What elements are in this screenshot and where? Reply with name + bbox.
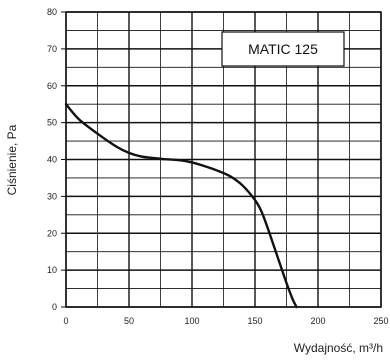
y-tick-label: 80: [47, 7, 57, 17]
series-line-matic-125: [64, 102, 298, 309]
y-tick-label: 0: [52, 302, 57, 312]
tick-labels: 0 50 100 150 200 250 0 10 20 30 40 50 60 70 80: [47, 7, 389, 326]
y-tick-label: 50: [47, 118, 57, 128]
x-axis-title: Wydajność, m³/h: [294, 341, 383, 355]
legend-box: [221, 31, 345, 67]
y-tick-label: 20: [47, 228, 57, 238]
y-tick-label: 40: [47, 155, 57, 165]
legend-label-matic-125: MATIC 125: [248, 41, 318, 57]
x-tick-label: 50: [124, 316, 134, 326]
y-tick-label: 70: [47, 44, 57, 54]
x-tick-label: 100: [184, 316, 199, 326]
x-tick-label: 200: [310, 316, 325, 326]
y-tick-label: 30: [47, 191, 57, 201]
y-axis-title: Ciśnienie, Pa: [5, 124, 19, 195]
x-tick-label: 150: [247, 316, 262, 326]
x-tick-label: 0: [63, 316, 68, 326]
y-tick-label: 10: [47, 265, 57, 275]
x-tick-label: 250: [373, 316, 388, 326]
legend: MATIC 125: [221, 31, 345, 67]
y-tick-label: 60: [47, 81, 57, 91]
